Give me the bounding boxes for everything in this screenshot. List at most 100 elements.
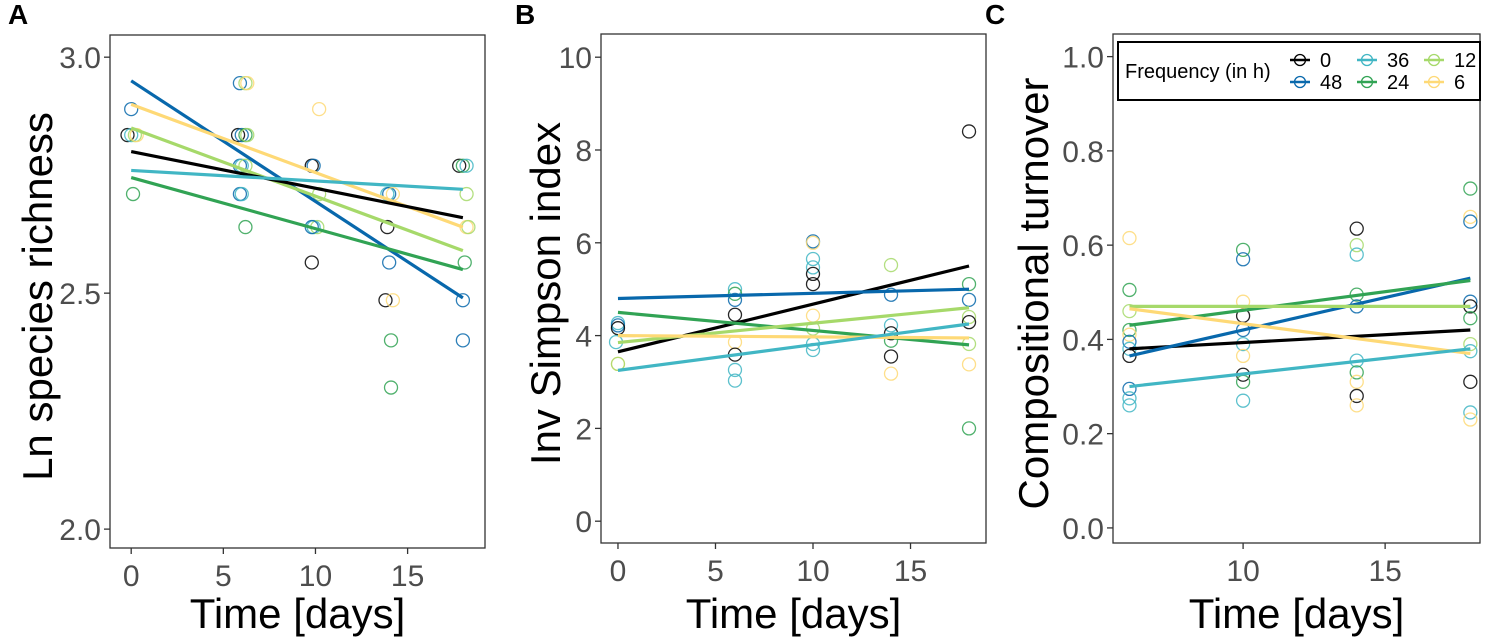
data-point-24h [1122,282,1137,298]
x-tick-label: 10 [299,560,332,593]
data-point-0h [1349,388,1364,404]
data-point-36h [727,373,743,388]
data-point-0h [378,293,393,308]
y-tick-label: 8 [575,135,592,168]
data-point-12h [883,257,899,273]
legend-label: 6 [1454,72,1465,94]
legend-title: Frequency (in h) [1125,61,1271,83]
legend-box [1117,41,1481,101]
data-point-6h [805,235,821,250]
data-point-48h [1235,252,1251,267]
legend-key-marker [1293,53,1307,67]
y-tick-label: 1.0 [1062,42,1104,75]
data-point-36h [1122,398,1137,413]
data-point-48h [455,333,471,348]
data-point-48h [1463,294,1478,309]
data-point-6h [385,293,401,308]
data-point-12h [240,127,255,143]
x-axis-title: Time [days] [190,590,406,637]
data-point-36h [805,260,821,275]
y-tick-label: 0.2 [1062,419,1104,452]
plot-area [109,34,486,549]
data-point-48h [124,101,139,117]
panel-label: B [515,0,535,30]
data-point-0h [120,127,135,143]
data-point-48h [727,292,743,308]
data-point-24h [457,255,472,270]
legend-key-marker [1360,75,1374,89]
data-point-24h [1463,311,1478,326]
data-point-6h [1349,398,1364,413]
data-point-36h [1349,247,1364,262]
data-point-48h [455,293,471,308]
data-point-6h [1235,294,1251,309]
data-point-0h [727,307,743,322]
data-point-48h [382,255,397,270]
y-tick-label: 2.0 [59,514,101,547]
data-point-24h [1122,322,1137,338]
y-tick-label: 3.0 [59,42,101,75]
legend-key-marker [1293,75,1307,89]
data-point-36h [1463,405,1478,420]
data-point-6h [883,366,899,381]
data-point-48h [1463,214,1478,229]
legend-key-marker [1360,53,1374,67]
legend-label: 36 [1387,50,1409,72]
x-tick-label: 10 [796,555,829,588]
data-point-48h [232,75,248,91]
data-point-6h [1235,348,1251,364]
trend-line-6h [1129,307,1471,356]
data-point-36h [1235,393,1251,408]
data-point-0h [304,255,319,270]
y-tick-label: 0 [575,506,592,539]
trend-line-48h [1129,276,1471,358]
legend-label: 48 [1320,72,1342,94]
trend-line-0h [1129,328,1471,351]
x-axis-title: Time [days] [1189,590,1405,637]
data-point-6h [961,357,977,372]
data-point-12h [238,158,253,173]
data-point-0h [230,127,246,143]
legend-key-marker [1427,75,1441,89]
data-point-24h [961,421,977,436]
y-tick-label: 0.6 [1062,230,1104,263]
data-point-24h [238,219,253,235]
x-axis-title: Time [days] [686,590,902,637]
data-point-0h [961,124,977,139]
x-tick-label: 5 [707,555,724,588]
data-point-0h [452,158,467,173]
data-point-24h [1463,181,1478,196]
panel-label: C [985,0,1005,30]
trend-line-36h [1129,347,1471,389]
data-point-12h [1463,336,1478,352]
data-point-24h [125,186,141,202]
data-point-12h [961,309,977,325]
x-tick-label: 5 [215,560,232,593]
data-point-0h [805,276,821,292]
data-point-24h [383,333,399,348]
data-point-48h [234,127,249,143]
trend-line-0h [130,150,464,220]
data-point-0h [805,266,821,282]
data-point-36h [805,251,821,267]
data-point-6h [240,75,255,91]
data-point-0h [1349,221,1364,236]
x-tick-label: 15 [1368,555,1401,588]
x-tick-label: 0 [123,560,140,593]
data-point-24h [383,380,399,395]
trend-line-36h [617,322,970,372]
legend-label: 12 [1454,50,1476,72]
data-point-6h [312,101,327,117]
data-point-36h [234,186,249,202]
data-point-48h [1122,381,1137,397]
data-point-0h [883,349,899,364]
data-point-48h [961,292,977,308]
x-tick-label: 10 [1226,555,1259,588]
data-point-24h [455,158,471,173]
data-point-48h [883,287,899,302]
data-point-6h [1463,412,1478,427]
trend-line-24h [617,310,970,347]
y-axis-title: Inv Simpson index [522,122,569,465]
x-tick-label: 0 [610,555,627,588]
